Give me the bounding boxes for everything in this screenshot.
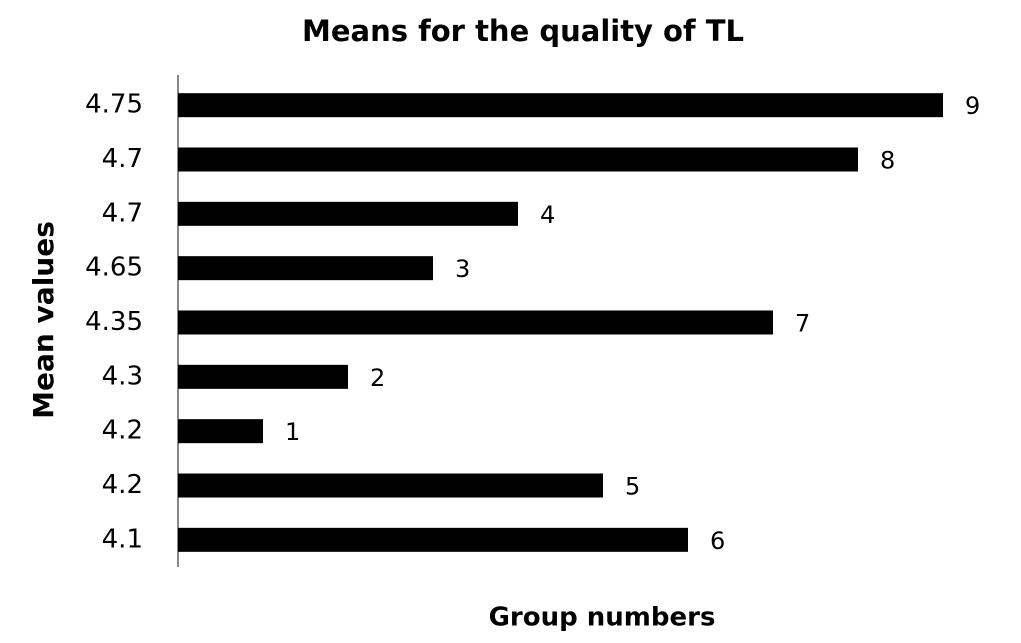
y-tick-label: 4.1	[102, 524, 143, 554]
bar	[178, 419, 263, 444]
data-label: 5	[625, 473, 640, 501]
data-label: 2	[370, 364, 385, 392]
data-label: 7	[795, 310, 810, 338]
y-tick-label: 4.35	[85, 307, 143, 337]
y-tick-label: 4.7	[102, 198, 143, 228]
bar	[178, 256, 433, 281]
y-tick-label: 4.75	[85, 90, 143, 120]
x-axis-title: Group numbers	[489, 603, 716, 633]
data-label: 9	[965, 92, 980, 120]
bar	[178, 473, 603, 498]
data-label: 3	[455, 255, 470, 283]
y-tick-label: 4.7	[102, 144, 143, 174]
y-tick-label: 4.3	[102, 361, 143, 391]
bar	[178, 201, 518, 226]
bar	[178, 147, 858, 172]
bar	[178, 527, 688, 552]
y-tick-label: 4.2	[102, 470, 143, 500]
data-label: 4	[540, 201, 555, 229]
y-tick-label: 4.65	[85, 253, 143, 283]
data-label: 6	[710, 527, 725, 555]
bar	[178, 310, 773, 335]
data-label: 8	[880, 147, 895, 175]
bar	[178, 93, 943, 118]
chart-title: Means for the quality of TL	[302, 14, 744, 48]
bar	[178, 364, 348, 389]
y-tick-label: 4.2	[102, 416, 143, 446]
y-axis-title: Mean values	[27, 221, 60, 419]
data-label: 1	[285, 418, 300, 446]
